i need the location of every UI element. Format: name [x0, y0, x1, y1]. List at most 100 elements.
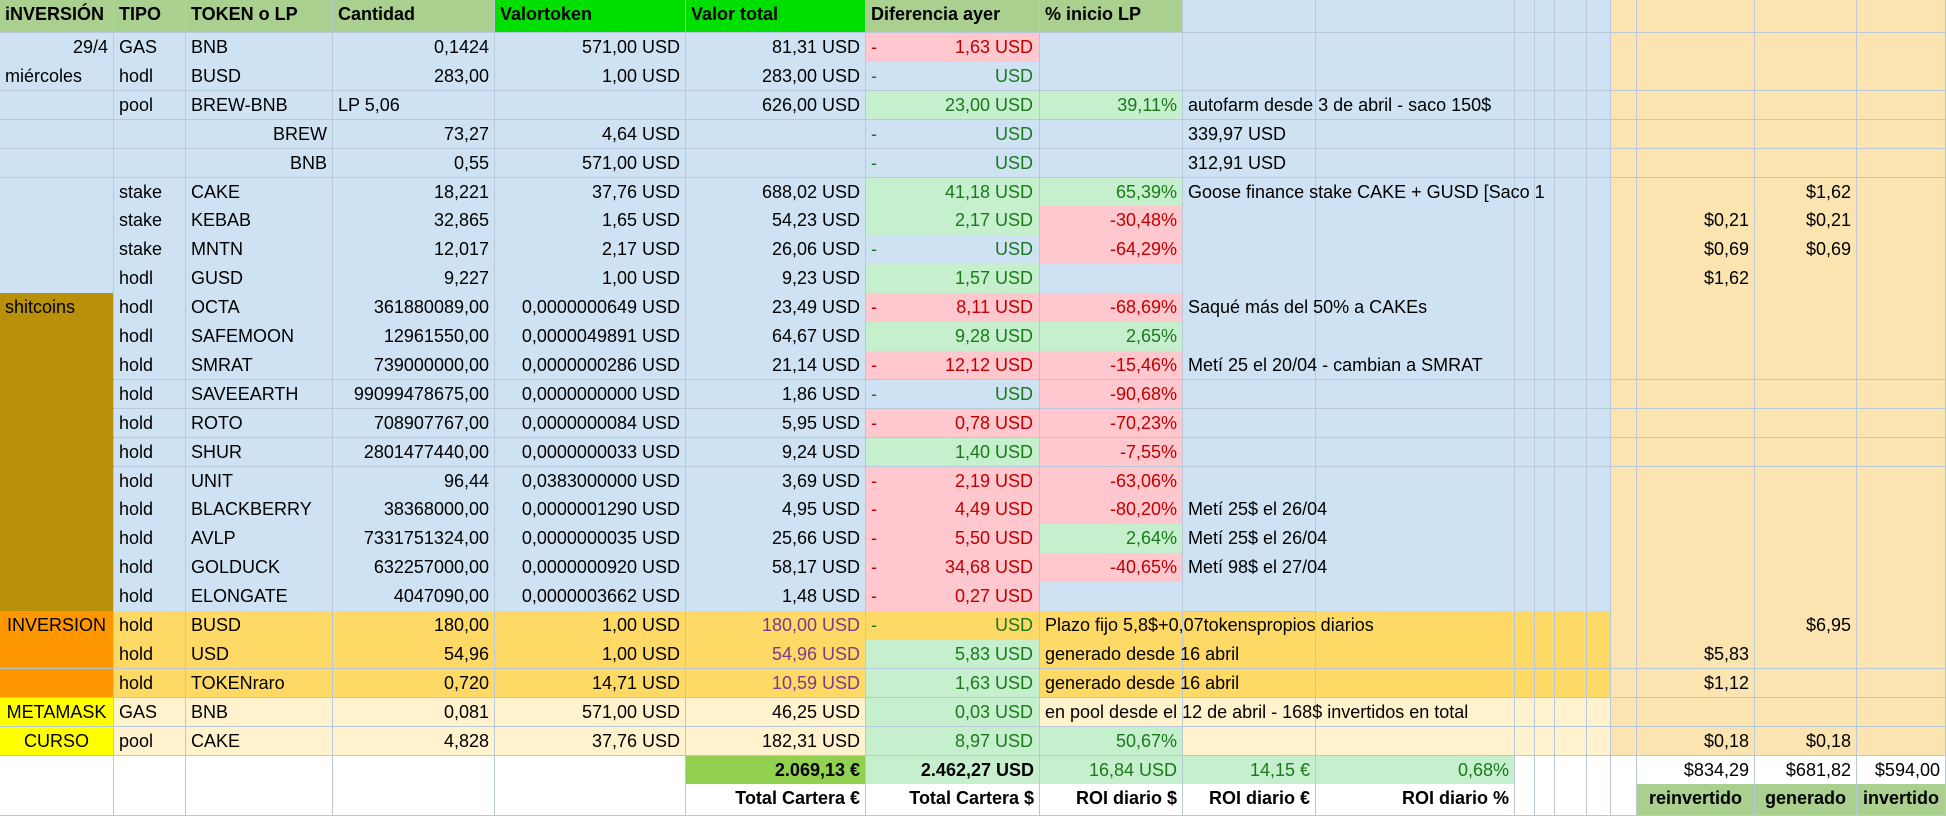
- cell-valortotal[interactable]: 283,00 USD: [686, 61, 866, 92]
- cell-tipo[interactable]: hodl: [114, 264, 186, 294]
- cell-reinvertido-part[interactable]: [1637, 148, 1755, 179]
- cell-note[interactable]: generado desde 16 abril: [1040, 639, 1239, 670]
- header-empty-cell[interactable]: [1183, 0, 1316, 33]
- cell-reinvertido-part[interactable]: [1637, 553, 1755, 583]
- cell-empty[interactable]: [1535, 784, 1555, 816]
- cell-empty[interactable]: [1555, 293, 1587, 323]
- cell-token[interactable]: GOLDUCK: [186, 553, 333, 583]
- cell-valortoken[interactable]: 0,0000000084 USD: [495, 408, 686, 439]
- cell-empty[interactable]: [1515, 553, 1535, 583]
- roi-diario-pct-label[interactable]: ROI diario %: [1316, 784, 1515, 816]
- cell-empty[interactable]: [1611, 466, 1637, 496]
- cell-empty[interactable]: [1535, 408, 1555, 439]
- group-label[interactable]: [0, 206, 114, 236]
- cell-empty[interactable]: [1316, 90, 1515, 121]
- cell-empty[interactable]: [1587, 350, 1611, 381]
- cell-valortoken[interactable]: 0,0000003662 USD: [495, 582, 686, 612]
- cell-diferencia[interactable]: 41,18 USD: [866, 177, 1040, 207]
- cell-empty[interactable]: [1515, 206, 1535, 236]
- cell-empty[interactable]: [1555, 350, 1587, 381]
- cell-valortotal[interactable]: 25,66 USD: [686, 524, 866, 554]
- header-tipo[interactable]: TIPO: [114, 0, 186, 33]
- cell-tipo[interactable]: hold: [114, 437, 186, 468]
- cell-valortotal[interactable]: 3,69 USD: [686, 466, 866, 496]
- cell-empty[interactable]: [1555, 553, 1587, 583]
- cell-generado-part[interactable]: [1755, 408, 1857, 439]
- cell-reinvertido-part[interactable]: $0,21: [1637, 206, 1755, 236]
- cell-reinvertido-part[interactable]: [1637, 495, 1755, 525]
- cell-diferencia[interactable]: 23,00 USD: [866, 90, 1040, 121]
- total-cartera-usd-label[interactable]: Total Cartera $: [866, 784, 1040, 816]
- cell-empty[interactable]: [1611, 379, 1637, 410]
- cell-diferencia[interactable]: - 4,49 USD: [866, 495, 1040, 525]
- cell-token[interactable]: ROTO: [186, 408, 333, 439]
- cell-generado-part[interactable]: [1755, 466, 1857, 496]
- header-empty-cell[interactable]: [1611, 0, 1637, 33]
- cell-cantidad[interactable]: 32,865: [333, 206, 495, 236]
- cell-empty[interactable]: [1555, 466, 1587, 496]
- cell-token[interactable]: OCTA: [186, 293, 333, 323]
- cell-inicio[interactable]: [1040, 61, 1183, 92]
- cell-empty[interactable]: [1611, 582, 1637, 612]
- cell-cantidad[interactable]: 0,55: [333, 148, 495, 179]
- cell-inicio[interactable]: [1040, 264, 1183, 294]
- cell-empty[interactable]: [1316, 408, 1515, 439]
- cell-inicio[interactable]: -70,23%: [1040, 408, 1183, 439]
- cell-empty[interactable]: [1587, 33, 1611, 63]
- group-label[interactable]: miércoles: [0, 61, 114, 92]
- cell-note[interactable]: [1183, 726, 1316, 757]
- cell-empty[interactable]: [1611, 553, 1637, 583]
- header-empty-cell[interactable]: [1637, 0, 1755, 33]
- cell-empty[interactable]: [1515, 379, 1535, 410]
- cell-empty[interactable]: [1515, 495, 1535, 525]
- cell-empty[interactable]: [1587, 264, 1611, 294]
- cell-empty[interactable]: [1611, 639, 1637, 670]
- cell-empty[interactable]: [1611, 264, 1637, 294]
- cell-empty[interactable]: [1535, 524, 1555, 554]
- cell-invertido-part[interactable]: [1857, 235, 1946, 265]
- cell-empty[interactable]: [0, 755, 114, 785]
- group-label[interactable]: [0, 668, 114, 699]
- cell-empty[interactable]: [333, 755, 495, 785]
- cell-token[interactable]: BNB: [186, 148, 333, 179]
- cell-diferencia[interactable]: 8,97 USD: [866, 726, 1040, 757]
- cell-empty[interactable]: [1515, 524, 1535, 554]
- cell-tipo[interactable]: hodl: [114, 61, 186, 92]
- cell-diferencia[interactable]: 1,63 USD: [866, 668, 1040, 699]
- cell-cantidad[interactable]: 4047090,00: [333, 582, 495, 612]
- cell-tipo[interactable]: hodl: [114, 322, 186, 352]
- cell-valortotal[interactable]: 1,48 USD: [686, 582, 866, 612]
- cell-cantidad[interactable]: 12961550,00: [333, 322, 495, 352]
- cell-empty[interactable]: [1316, 495, 1515, 525]
- cell-inicio[interactable]: 2,64%: [1040, 524, 1183, 554]
- cell-empty[interactable]: [1316, 639, 1515, 670]
- cell-reinvertido-part[interactable]: [1637, 61, 1755, 92]
- cell-inicio[interactable]: 65,39%: [1040, 177, 1183, 207]
- cell-empty[interactable]: [1316, 264, 1515, 294]
- cell-diferencia[interactable]: - 8,11 USD: [866, 293, 1040, 323]
- cell-empty[interactable]: [1555, 61, 1587, 92]
- cell-empty[interactable]: [1535, 293, 1555, 323]
- cell-generado-part[interactable]: [1755, 61, 1857, 92]
- cell-generado-part[interactable]: [1755, 119, 1857, 150]
- total-cartera-eur-value[interactable]: 2.069,13 €: [686, 755, 866, 785]
- cell-empty[interactable]: [1587, 379, 1611, 410]
- cell-note[interactable]: Metí 25 el 20/04 - cambian a SMRAT: [1183, 350, 1483, 381]
- group-label[interactable]: [0, 235, 114, 265]
- cell-inicio[interactable]: -15,46%: [1040, 350, 1183, 381]
- cell-valortoken[interactable]: 0,0000001290 USD: [495, 495, 686, 525]
- roi-diario-usd-label[interactable]: ROI diario $: [1040, 784, 1183, 816]
- cell-token[interactable]: GUSD: [186, 264, 333, 294]
- cell-empty[interactable]: [1611, 437, 1637, 468]
- cell-inicio[interactable]: [1040, 148, 1183, 179]
- cell-empty[interactable]: [1587, 755, 1611, 785]
- group-label[interactable]: [0, 90, 114, 121]
- cell-valortoken[interactable]: 14,71 USD: [495, 668, 686, 699]
- cell-invertido-part[interactable]: [1857, 350, 1946, 381]
- cell-empty[interactable]: [186, 784, 333, 816]
- cell-empty[interactable]: [1587, 639, 1611, 670]
- cell-inicio[interactable]: -64,29%: [1040, 235, 1183, 265]
- cell-empty[interactable]: [1515, 235, 1535, 265]
- cell-reinvertido-part[interactable]: [1637, 379, 1755, 410]
- cell-empty[interactable]: [1587, 697, 1611, 728]
